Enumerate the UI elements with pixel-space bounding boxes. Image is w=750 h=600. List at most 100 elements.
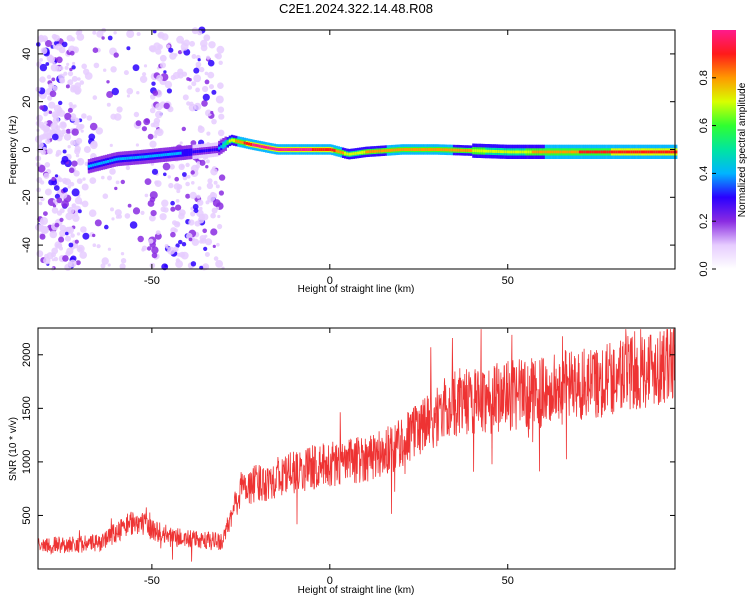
- ridge-core: [643, 150, 646, 154]
- noise-blob: [70, 116, 76, 122]
- ridge-core: [299, 148, 302, 151]
- ridge-core: [252, 143, 255, 147]
- noise-blob: [40, 149, 46, 155]
- noise-blob: [59, 230, 66, 237]
- noise-blob: [212, 199, 221, 207]
- ridge-core: [440, 148, 443, 152]
- noise-blob: [56, 210, 63, 216]
- ridge-core: [655, 150, 659, 154]
- ridge-core: [519, 150, 522, 154]
- noise-blob: [54, 222, 60, 228]
- noise-blob: [206, 131, 211, 136]
- noise-blob: [78, 246, 83, 252]
- ridge-core: [632, 150, 635, 154]
- noise-blob: [197, 186, 202, 191]
- noise-blob: [202, 85, 209, 93]
- noise-blob: [197, 217, 205, 224]
- noise-blob: [217, 223, 223, 230]
- noise-blob: [92, 47, 99, 53]
- noise-blob: [215, 53, 222, 60]
- noise-blob: [65, 226, 72, 234]
- noise-blob: [36, 187, 41, 193]
- noise-blob: [217, 106, 225, 113]
- ridge-core: [506, 150, 509, 154]
- noise-blob: [154, 180, 162, 188]
- ridge-core: [322, 148, 326, 151]
- ridge-core: [478, 149, 481, 153]
- ridge-core: [630, 150, 633, 154]
- ridge-core: [241, 141, 244, 144]
- noise-blob: [70, 233, 75, 238]
- noise-blob: [81, 63, 87, 70]
- ridge-core: [173, 152, 176, 156]
- noise-blob: [59, 217, 64, 222]
- noise-blob: [164, 80, 173, 89]
- noise-blob: [217, 129, 225, 137]
- noise-blob: [210, 228, 218, 236]
- noise-blob: [148, 238, 154, 244]
- ridge-core: [179, 151, 182, 155]
- ridge-core: [309, 148, 313, 151]
- noise-blob: [126, 30, 135, 38]
- ridge-core: [122, 157, 125, 160]
- noise-blob: [120, 179, 126, 185]
- noise-blob: [71, 160, 78, 167]
- noise-blob: [215, 260, 224, 268]
- noise-blob: [65, 231, 69, 236]
- ridge-core: [621, 150, 624, 154]
- ridge-core: [388, 148, 392, 152]
- noise-blob: [44, 162, 51, 168]
- noise-blob: [52, 204, 57, 208]
- noise-blob: [71, 128, 79, 136]
- noise-blob: [89, 177, 97, 185]
- noise-blob: [195, 164, 200, 169]
- ridge-core: [373, 149, 377, 153]
- ridge-core: [608, 150, 612, 154]
- ridge-core: [606, 150, 610, 154]
- ridge-core: [151, 154, 155, 158]
- noise-blob: [40, 217, 48, 225]
- noise-blob: [69, 50, 75, 56]
- ridge-core: [551, 150, 554, 154]
- ridge-core: [502, 150, 505, 154]
- noise-blob: [218, 113, 225, 120]
- ridge-core: [196, 150, 200, 153]
- snr-line: [37, 328, 676, 562]
- ridge-core: [177, 151, 180, 155]
- ridge-core: [666, 150, 669, 154]
- ridge-core: [427, 148, 430, 151]
- noise-blob: [191, 27, 199, 35]
- noise-blob: [92, 243, 97, 247]
- noise-blob: [189, 40, 196, 47]
- noise-blob: [126, 94, 130, 98]
- noise-blob: [64, 65, 69, 70]
- noise-blob: [94, 219, 102, 227]
- ridge-core: [194, 150, 197, 154]
- noise-blob: [169, 164, 175, 170]
- noise-blob: [191, 81, 197, 87]
- noise-blob: [37, 142, 44, 148]
- ridge-core: [538, 150, 541, 154]
- ridge-core: [156, 154, 159, 157]
- ridge-core: [258, 144, 261, 148]
- noise-blob: [174, 176, 179, 182]
- ridge-core: [224, 142, 227, 146]
- noise-blob: [142, 72, 147, 77]
- noise-blob: [56, 197, 63, 204]
- noise-blob: [77, 209, 82, 214]
- noise-blob: [185, 162, 190, 168]
- noise-blob: [65, 84, 70, 89]
- noise-blob: [68, 242, 74, 248]
- ridge-core: [292, 148, 296, 151]
- ridge-core: [572, 150, 575, 154]
- noise-blob: [62, 149, 67, 154]
- noise-blob: [213, 180, 218, 185]
- noise-blob: [44, 188, 52, 196]
- ridge-core: [420, 148, 424, 151]
- y-tick-label: 1500: [21, 396, 33, 420]
- ridge-core: [433, 148, 437, 151]
- noise-blob: [115, 215, 120, 219]
- noise-blob: [163, 102, 170, 110]
- noise-blob: [76, 123, 83, 131]
- noise-blob: [113, 31, 117, 35]
